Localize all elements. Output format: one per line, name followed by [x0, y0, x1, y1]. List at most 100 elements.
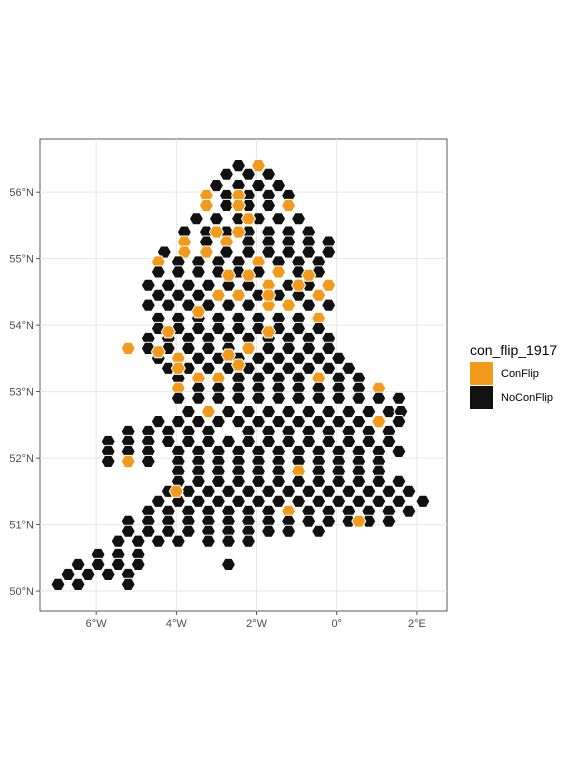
y-tick-label: 52°N	[9, 453, 34, 465]
hex-noconflip	[311, 351, 327, 365]
hex-noconflip	[301, 341, 317, 355]
hex-noconflip	[190, 321, 206, 335]
hex-conflip	[240, 212, 257, 226]
hex-noconflip	[250, 288, 267, 302]
hex-noconflip	[130, 534, 146, 548]
hex-noconflip	[341, 405, 357, 419]
hex-noconflip	[261, 167, 277, 181]
hex-conflip	[321, 278, 337, 292]
hex-noconflip	[210, 474, 226, 488]
hex-conflip	[120, 454, 136, 468]
hex-noconflip	[311, 474, 327, 488]
legend-item-noconflip: NoConFlip	[470, 386, 553, 409]
hex-noconflip	[401, 484, 417, 498]
hex-noconflip	[311, 391, 327, 405]
hex-noconflip	[415, 494, 431, 508]
hex-noconflip	[393, 405, 409, 419]
hex-noconflip	[100, 567, 116, 581]
hex-noconflip	[230, 494, 247, 508]
hex-noconflip	[180, 524, 196, 538]
hex-noconflip	[170, 288, 186, 302]
hex-noconflip	[301, 361, 317, 375]
hex-noconflip	[371, 391, 387, 405]
hex-noconflip	[70, 577, 86, 591]
hex-noconflip	[110, 534, 126, 548]
hex-noconflip	[271, 351, 287, 365]
hex-noconflip	[200, 278, 216, 292]
hex-noconflip	[210, 321, 226, 335]
hex-noconflip	[291, 351, 307, 365]
hex-noconflip	[250, 494, 267, 508]
hex-noconflip	[190, 415, 206, 429]
hex-noconflip	[271, 494, 287, 508]
hex-noconflip	[200, 484, 216, 498]
y-tick-label: 50°N	[9, 586, 34, 598]
hex-conflip	[351, 514, 367, 528]
hex-noconflip	[200, 361, 216, 375]
hex-noconflip	[90, 557, 106, 571]
hex-noconflip	[70, 557, 86, 571]
hex-noconflip	[311, 524, 327, 538]
hex-conflip	[230, 225, 247, 239]
hex-conflip	[261, 325, 277, 339]
hex-noconflip	[281, 245, 297, 259]
hex-noconflip	[261, 405, 277, 419]
hex-noconflip	[170, 494, 186, 508]
hex-conflip	[198, 245, 214, 259]
hex-noconflip	[150, 494, 166, 508]
x-tick-label: 2°W	[246, 618, 268, 630]
hex-noconflip	[240, 245, 257, 259]
hex-noconflip	[341, 484, 357, 498]
hex-noconflip	[331, 494, 347, 508]
hex-noconflip	[120, 577, 136, 591]
hex-noconflip	[351, 391, 367, 405]
hex-noconflip	[230, 212, 247, 226]
hex-noconflip	[160, 524, 176, 538]
hex-noconflip	[261, 524, 277, 538]
y-tick-label: 51°N	[9, 520, 34, 532]
hex-noconflip	[170, 415, 186, 429]
hex-noconflip	[311, 415, 327, 429]
hex-noconflip	[391, 415, 407, 429]
hex-conflip	[240, 268, 257, 282]
hex-noconflip	[220, 405, 237, 419]
hex-noconflip	[391, 474, 407, 488]
hex-noconflip	[281, 361, 297, 375]
hex-noconflip	[321, 405, 337, 419]
hex-noconflip	[321, 245, 337, 259]
hex-noconflip	[351, 494, 367, 508]
hex-noconflip	[150, 265, 166, 279]
hex-noconflip	[250, 351, 267, 365]
hex-noconflip	[361, 434, 377, 448]
hex-conflip	[250, 159, 267, 173]
hex-conflip	[190, 305, 206, 319]
hex-noconflip	[150, 288, 166, 302]
hex-noconflip	[130, 557, 146, 571]
hex-noconflip	[190, 265, 206, 279]
hex-noconflip	[381, 484, 397, 498]
hex-noconflip	[361, 405, 377, 419]
hex-noconflip	[170, 391, 186, 405]
hex-noconflip	[261, 434, 277, 448]
hex-noconflip	[331, 474, 347, 488]
x-tick-label: 6°W	[86, 618, 108, 630]
hex-noconflip	[261, 361, 277, 375]
y-tick-label: 55°N	[9, 254, 34, 266]
hex-noconflip	[391, 494, 407, 508]
hex-noconflip	[240, 434, 257, 448]
hex-noconflip	[271, 474, 287, 488]
hex-noconflip	[351, 474, 367, 488]
hex-noconflip	[220, 484, 237, 498]
hex-noconflip	[160, 278, 176, 292]
legend-swatch-noconflip	[470, 386, 493, 409]
hex-noconflip	[281, 405, 297, 419]
hex-noconflip	[218, 167, 235, 181]
hex-noconflip	[218, 245, 235, 259]
hex-conflip	[271, 265, 287, 279]
hex-noconflip	[210, 494, 226, 508]
hex-noconflip	[311, 494, 327, 508]
hex-noconflip	[321, 514, 337, 528]
hex-noconflip	[220, 434, 237, 448]
hex-noconflip	[230, 391, 247, 405]
hex-noconflip	[188, 212, 204, 226]
